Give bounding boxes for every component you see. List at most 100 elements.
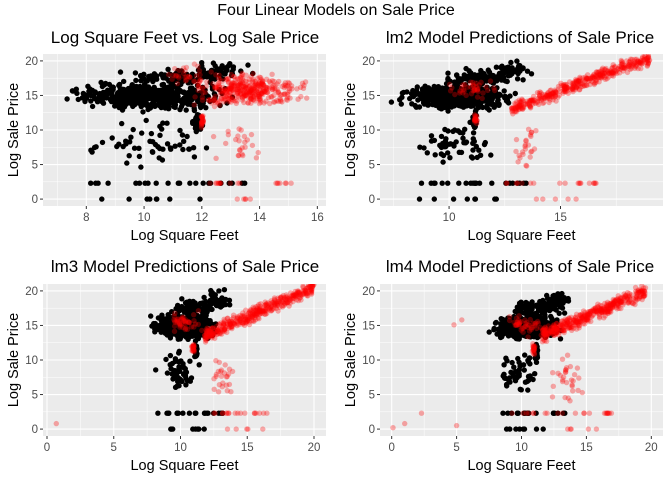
predicted-point xyxy=(597,72,604,78)
observed-point xyxy=(414,84,420,90)
predicted-point xyxy=(256,91,262,98)
predicted-point xyxy=(517,102,523,109)
predicted-point xyxy=(637,287,643,293)
observed-point xyxy=(472,122,478,128)
predicted-point xyxy=(609,65,615,72)
observed-point xyxy=(517,68,523,74)
predicted-point xyxy=(199,97,206,103)
predicted-point xyxy=(546,93,553,100)
predicted-point xyxy=(202,335,209,342)
predicted-point xyxy=(645,54,652,61)
predicted-point xyxy=(221,370,228,376)
predicted-point xyxy=(562,323,568,330)
predicted-point xyxy=(217,98,223,104)
predicted-point xyxy=(563,85,569,91)
predicted-point xyxy=(226,410,232,416)
predicted-point xyxy=(215,389,222,395)
predicted-point xyxy=(582,316,588,322)
predicted-point xyxy=(279,295,285,301)
observed-point xyxy=(476,101,482,107)
predicted-point xyxy=(639,55,645,61)
predicted-point xyxy=(646,57,653,63)
predicted-point xyxy=(622,65,628,72)
observed-point xyxy=(144,196,150,202)
predicted-point xyxy=(564,81,570,88)
predicted-point xyxy=(599,308,606,314)
observed-point xyxy=(512,90,518,97)
observed-point xyxy=(516,367,522,373)
predicted-point xyxy=(606,306,612,312)
predicted-point xyxy=(615,293,621,299)
predicted-point xyxy=(558,322,564,329)
predicted-point xyxy=(215,368,221,375)
observed-point xyxy=(149,101,155,107)
predicted-point xyxy=(633,56,640,62)
predicted-point xyxy=(224,92,230,99)
predicted-point xyxy=(463,92,469,99)
predicted-point xyxy=(472,87,478,93)
predicted-point xyxy=(602,74,608,81)
predicted-point xyxy=(177,324,183,330)
predicted-point xyxy=(195,308,202,314)
predicted-point xyxy=(237,87,244,94)
predicted-point xyxy=(619,298,625,304)
predicted-point xyxy=(578,312,584,318)
predicted-point xyxy=(472,115,479,122)
predicted-point xyxy=(258,83,264,89)
predicted-point xyxy=(623,62,629,69)
predicted-point xyxy=(473,80,479,87)
x-tick-label: 0 xyxy=(44,442,50,454)
observed-point xyxy=(534,352,540,358)
predicted-point xyxy=(243,314,249,321)
observed-point xyxy=(114,92,120,98)
predicted-point xyxy=(628,62,635,68)
x-tick-label: 10 xyxy=(174,442,187,454)
predicted-point xyxy=(618,66,624,72)
predicted-point xyxy=(548,91,554,97)
predicted-point xyxy=(564,84,570,91)
predicted-point xyxy=(219,410,226,416)
observed-point xyxy=(216,288,222,294)
points-layer xyxy=(388,48,653,202)
predicted-point xyxy=(582,77,589,83)
predicted-point xyxy=(224,388,230,394)
predicted-point xyxy=(265,300,271,306)
observed-point xyxy=(481,98,488,104)
predicted-point xyxy=(540,327,546,333)
predicted-point xyxy=(587,75,594,82)
predicted-point xyxy=(310,284,316,288)
predicted-point xyxy=(205,97,211,103)
predicted-point xyxy=(242,86,248,92)
predicted-point xyxy=(224,410,230,416)
predicted-point xyxy=(190,347,196,354)
predicted-point xyxy=(552,327,558,333)
predicted-point xyxy=(646,48,651,53)
predicted-point xyxy=(249,312,255,318)
predicted-point xyxy=(248,308,254,314)
predicted-point xyxy=(542,329,548,335)
observed-point xyxy=(491,91,497,98)
observed-point xyxy=(506,70,513,77)
predicted-point xyxy=(509,108,515,115)
predicted-point xyxy=(247,86,254,92)
observed-point xyxy=(183,369,190,375)
predicted-point xyxy=(301,290,307,296)
observed-point xyxy=(507,93,513,99)
predicted-point xyxy=(290,295,296,302)
y-tick-label: 15 xyxy=(362,90,375,102)
observed-point xyxy=(204,93,211,100)
predicted-point xyxy=(566,325,572,331)
observed-point xyxy=(194,76,201,83)
predicted-point xyxy=(471,86,478,92)
predicted-point xyxy=(618,57,624,64)
predicted-point xyxy=(282,180,289,186)
predicted-point xyxy=(230,93,236,99)
predicted-point xyxy=(245,94,251,101)
x-tick-label: 10 xyxy=(138,212,151,224)
predicted-point xyxy=(586,77,593,83)
predicted-point xyxy=(229,83,235,90)
predicted-point xyxy=(254,311,261,317)
predicted-point xyxy=(263,301,270,307)
predicted-point xyxy=(248,88,254,94)
predicted-point xyxy=(582,83,588,89)
